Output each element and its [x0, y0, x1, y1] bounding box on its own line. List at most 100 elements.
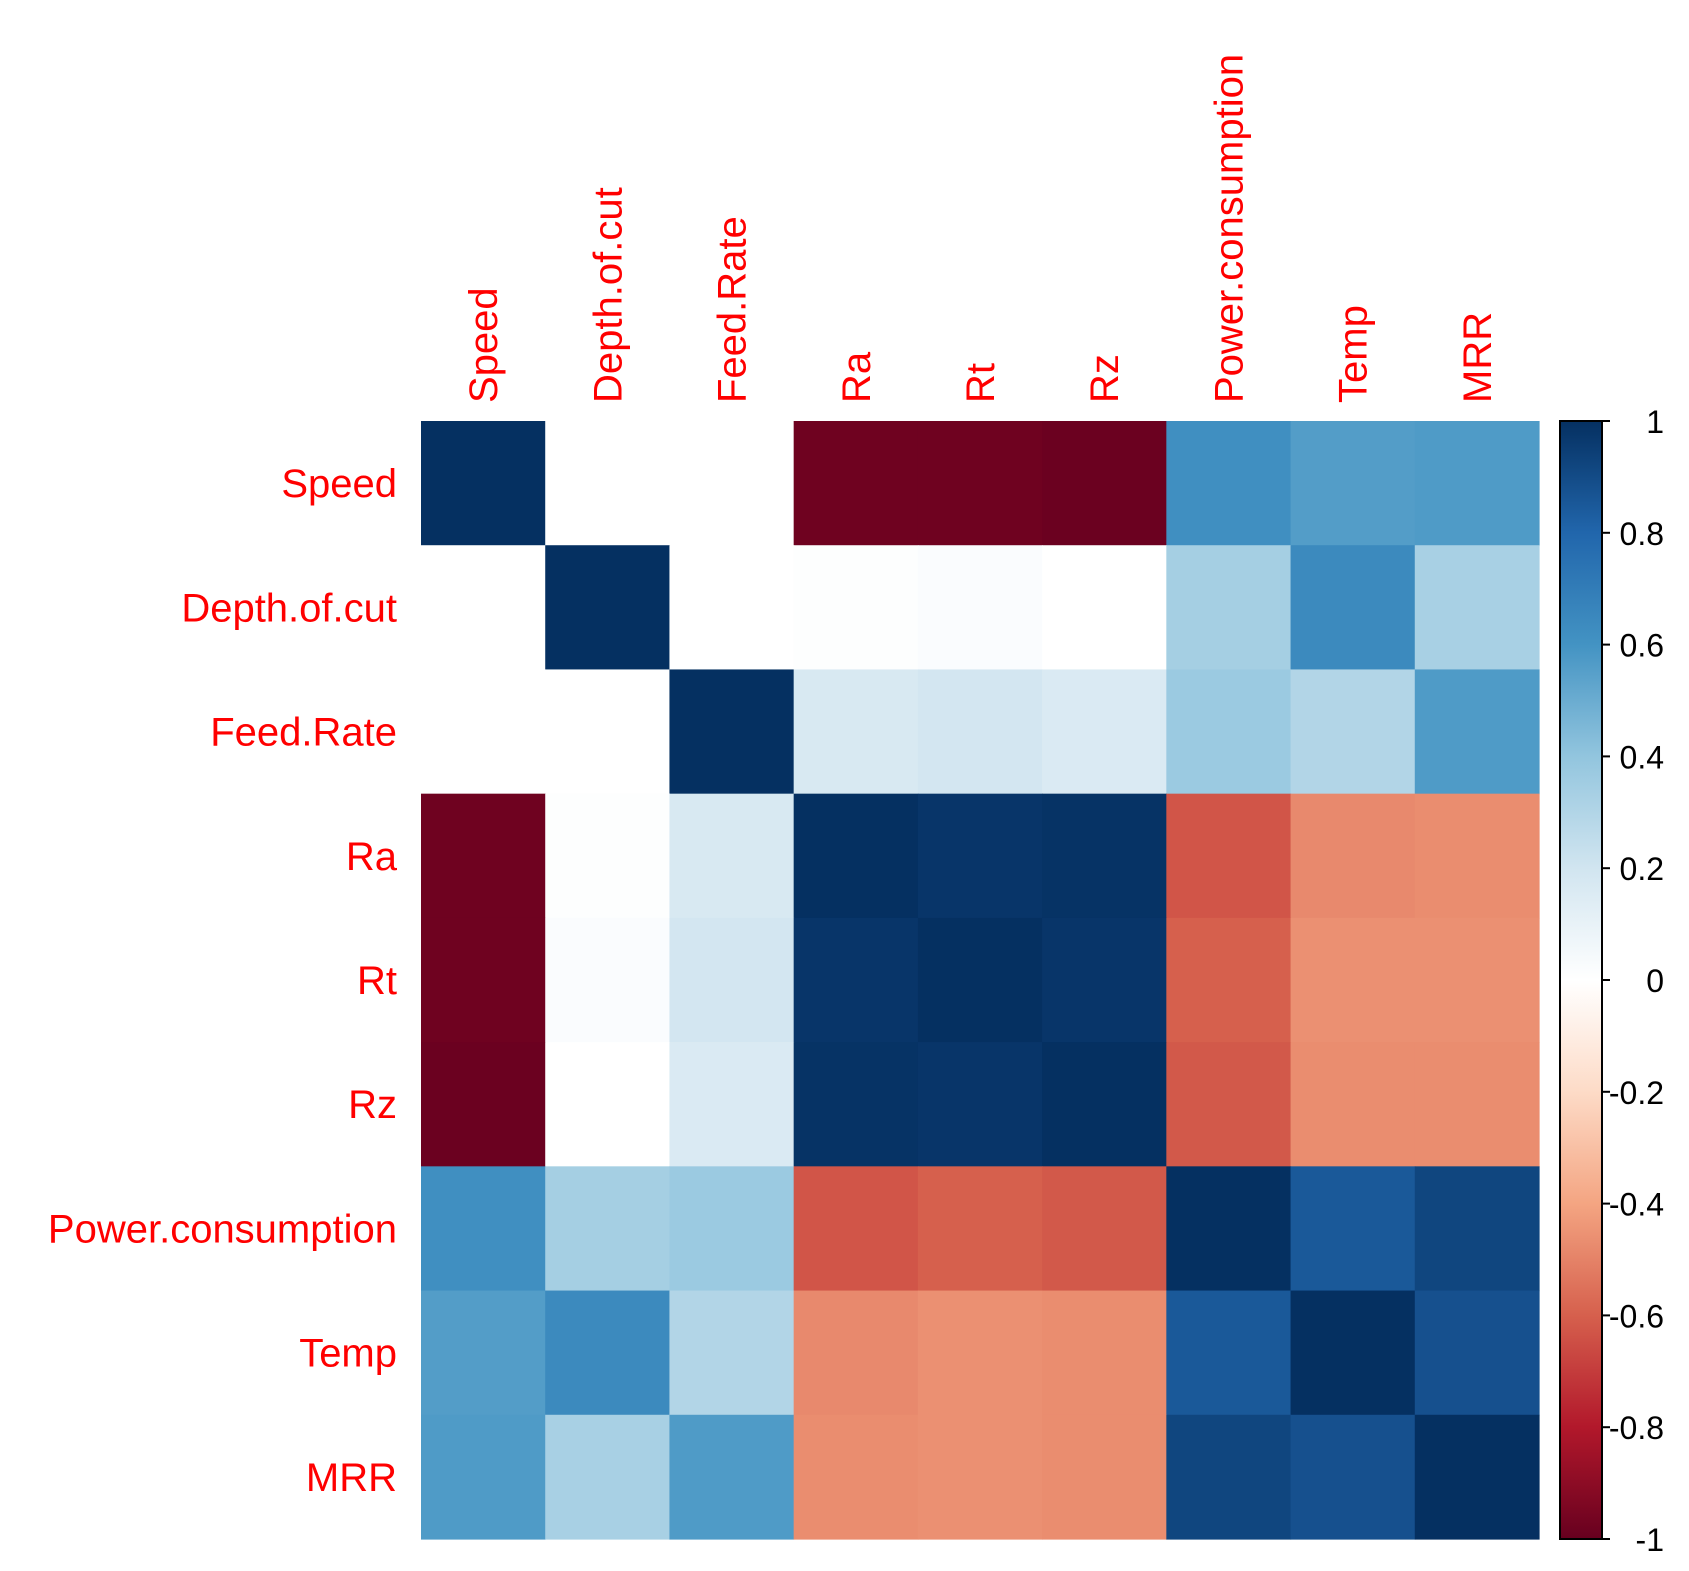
- heatmap-cell-rz-feed-rate: [669, 1042, 795, 1167]
- heatmap-cell-rt-depth-of-cut: [545, 917, 671, 1043]
- heatmap-cell-depth-of-cut-temp: [1290, 545, 1416, 671]
- heatmap-cell-mrr-mrr: [1414, 1414, 1540, 1540]
- heatmap-cell-temp-speed: [421, 1290, 546, 1416]
- heatmap-cell-power-consumption-ra: [793, 1166, 919, 1292]
- heatmap-cell-power-consumption-rt: [917, 1166, 1043, 1292]
- column-label: Rt: [959, 363, 1003, 403]
- column-label: MRR: [1456, 312, 1500, 403]
- heatmap-cell-power-consumption-power-consumption: [1166, 1166, 1292, 1292]
- heatmap-cell-depth-of-cut-rt: [917, 545, 1043, 671]
- heatmap-cell-mrr-rt: [917, 1414, 1043, 1540]
- heatmap-cell-rz-mrr: [1414, 1042, 1540, 1167]
- heatmap-cell-temp-rt: [917, 1290, 1043, 1416]
- heatmap-cell-mrr-power-consumption: [1166, 1414, 1292, 1540]
- heatmap-cell-mrr-temp: [1290, 1414, 1416, 1540]
- row-label: Rz: [348, 1083, 397, 1127]
- column-label: Power.consumption: [1207, 54, 1251, 403]
- row-label: MRR: [306, 1456, 397, 1500]
- heatmap-cell-rt-mrr: [1414, 917, 1540, 1043]
- heatmap-cell-feed-rate-power-consumption: [1166, 669, 1292, 795]
- heatmap-cell-depth-of-cut-mrr: [1414, 545, 1540, 671]
- heatmap-cell-temp-depth-of-cut: [545, 1290, 671, 1416]
- heatmap-cell-temp-ra: [793, 1290, 919, 1416]
- heatmap-cell-speed-temp: [1290, 421, 1416, 546]
- heatmap-cell-rt-temp: [1290, 917, 1416, 1043]
- row-label: Ra: [346, 835, 398, 879]
- heatmap-cell-speed-rz: [1042, 421, 1167, 546]
- heatmap-cell-speed-speed: [421, 421, 546, 546]
- row-label: Depth.of.cut: [181, 586, 397, 630]
- heatmap-cell-rt-rz: [1042, 917, 1167, 1043]
- heatmap-cell-ra-ra: [793, 793, 919, 919]
- heatmap-cell-mrr-feed-rate: [669, 1414, 795, 1540]
- heatmap-cell-rt-rt: [917, 917, 1043, 1043]
- heatmap-cell-depth-of-cut-depth-of-cut: [545, 545, 671, 671]
- row-label: Power.consumption: [48, 1207, 397, 1251]
- heatmap-cell-power-consumption-mrr: [1414, 1166, 1540, 1292]
- heatmap-cell-speed-rt: [917, 421, 1043, 546]
- heatmap-cell-speed-ra: [793, 421, 919, 546]
- heatmap-cell-depth-of-cut-ra: [793, 545, 919, 671]
- column-label: Rz: [1083, 354, 1127, 403]
- heatmap-cell-rt-speed: [421, 917, 546, 1043]
- heatmap-cell-feed-rate-depth-of-cut: [545, 669, 671, 795]
- heatmap-cell-ra-power-consumption: [1166, 793, 1292, 919]
- colorbar-tick-label: -0.8: [1609, 1410, 1664, 1446]
- heatmap-cell-depth-of-cut-speed: [421, 545, 546, 671]
- heatmap-cell-rz-speed: [421, 1042, 546, 1167]
- column-label: Ra: [835, 351, 879, 403]
- heatmap-cell-ra-temp: [1290, 793, 1416, 919]
- heatmap-cell-feed-rate-rz: [1042, 669, 1167, 795]
- heatmap-cell-power-consumption-temp: [1290, 1166, 1416, 1292]
- heatmap-cell-depth-of-cut-feed-rate: [669, 545, 795, 671]
- heatmap-cell-temp-rz: [1042, 1290, 1167, 1416]
- heatmap-cell-ra-mrr: [1414, 793, 1540, 919]
- heatmap-cell-rz-ra: [793, 1042, 919, 1167]
- heatmap-cell-rz-power-consumption: [1166, 1042, 1292, 1167]
- heatmap-cells: [421, 421, 1540, 1540]
- heatmap-cell-power-consumption-depth-of-cut: [545, 1166, 671, 1292]
- heatmap-cell-rt-power-consumption: [1166, 917, 1292, 1043]
- colorbar-tick-label: 0.2: [1620, 851, 1664, 887]
- heatmap-cell-temp-mrr: [1414, 1290, 1540, 1416]
- row-label: Feed.Rate: [210, 711, 397, 755]
- colorbar-tick-label: -0.4: [1609, 1187, 1664, 1223]
- colorbar-tick-label: 1: [1646, 404, 1664, 440]
- heatmap-cell-depth-of-cut-power-consumption: [1166, 545, 1292, 671]
- column-label: Feed.Rate: [711, 216, 755, 403]
- heatmap-cell-feed-rate-mrr: [1414, 669, 1540, 795]
- heatmap-cell-depth-of-cut-rz: [1042, 545, 1167, 671]
- heatmap-cell-ra-depth-of-cut: [545, 793, 671, 919]
- heatmap-cell-rt-feed-rate: [669, 917, 795, 1043]
- heatmap-cell-ra-feed-rate: [669, 793, 795, 919]
- heatmap-cell-temp-temp: [1290, 1290, 1416, 1416]
- column-label: Temp: [1332, 305, 1376, 403]
- heatmap-cell-ra-speed: [421, 793, 546, 919]
- heatmap-cell-mrr-speed: [421, 1414, 546, 1540]
- heatmap-cell-ra-rt: [917, 793, 1043, 919]
- heatmap-cell-mrr-depth-of-cut: [545, 1414, 671, 1540]
- heatmap-cell-rz-depth-of-cut: [545, 1042, 671, 1167]
- colorbar-ticks: 1 0.8 0.6 0.4 0.2 0 -0.2 -0.4 -0.6 -0.8 -1: [1602, 404, 1664, 1558]
- heatmap-cell-mrr-ra: [793, 1414, 919, 1540]
- colorbar-tick-label: 0.6: [1620, 628, 1664, 664]
- heatmap-cell-feed-rate-rt: [917, 669, 1043, 795]
- row-label: Temp: [299, 1332, 397, 1376]
- heatmap-cell-mrr-rz: [1042, 1414, 1167, 1540]
- heatmap-cell-rz-temp: [1290, 1042, 1416, 1167]
- heatmap-cell-temp-power-consumption: [1166, 1290, 1292, 1416]
- colorbar-tick-label: -0.6: [1609, 1298, 1664, 1334]
- heatmap-cell-feed-rate-temp: [1290, 669, 1416, 795]
- heatmap-cell-feed-rate-speed: [421, 669, 546, 795]
- heatmap-cell-speed-feed-rate: [669, 421, 795, 546]
- row-labels: Speed Depth.of.cut Feed.Rate Ra Rt Rz Power.co…: [48, 462, 398, 1500]
- column-labels: Speed Depth.of.cut Feed.Rate Ra Rt Rz Power.co…: [462, 54, 1500, 403]
- heatmap-cell-power-consumption-feed-rate: [669, 1166, 795, 1292]
- colorbar-tick-label: 0.4: [1620, 739, 1664, 775]
- heatmap-cell-speed-depth-of-cut: [545, 421, 671, 546]
- heatmap-cell-feed-rate-ra: [793, 669, 919, 795]
- row-label: Speed: [281, 462, 397, 506]
- colorbar-gradient: [1559, 420, 1603, 1540]
- column-label: Depth.of.cut: [586, 187, 630, 403]
